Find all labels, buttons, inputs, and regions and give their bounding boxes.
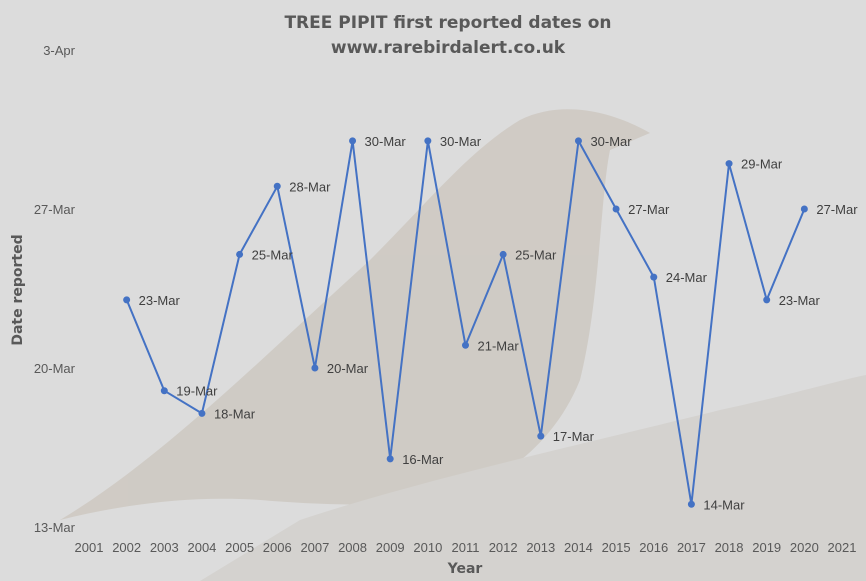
data-label: 25-Mar bbox=[515, 247, 557, 262]
x-tick-label: 2011 bbox=[452, 540, 480, 555]
x-tick-label: 2019 bbox=[752, 540, 781, 555]
x-tick-label: 2006 bbox=[263, 540, 292, 555]
data-label: 30-Mar bbox=[365, 134, 407, 149]
chart-title-line-2: www.rarebirdalert.co.uk bbox=[331, 38, 566, 58]
data-label: 14-Mar bbox=[703, 497, 745, 512]
x-tick-label: 2001 bbox=[75, 540, 104, 555]
data-label: 27-Mar bbox=[816, 202, 858, 217]
data-label: 23-Mar bbox=[139, 293, 181, 308]
y-tick-label: 27-Mar bbox=[34, 202, 76, 217]
x-tick-label: 2007 bbox=[300, 540, 329, 555]
data-label: 27-Mar bbox=[628, 202, 670, 217]
data-point bbox=[160, 387, 168, 395]
x-tick-label: 2014 bbox=[564, 540, 593, 555]
data-label: 20-Mar bbox=[327, 361, 369, 376]
data-label: 19-Mar bbox=[176, 384, 218, 399]
x-tick-label: 2015 bbox=[602, 540, 631, 555]
x-tick-label: 2018 bbox=[715, 540, 744, 555]
data-point bbox=[349, 137, 357, 145]
data-label: 23-Mar bbox=[779, 293, 821, 308]
data-point bbox=[499, 250, 507, 258]
y-tick-label: 20-Mar bbox=[34, 361, 76, 376]
y-axis-ticks: 13-Mar 20-Mar 27-Mar 3-Apr bbox=[34, 43, 76, 535]
x-tick-label: 2017 bbox=[677, 540, 706, 555]
data-label: 30-Mar bbox=[590, 134, 632, 149]
x-axis-ticks: 2001 2002 2003 2004 2005 2006 2007 2008 2009 2010… bbox=[75, 540, 857, 555]
data-point bbox=[763, 296, 771, 304]
x-tick-label: 2005 bbox=[225, 540, 254, 555]
data-label: 18-Mar bbox=[214, 406, 256, 421]
x-tick-label: 2016 bbox=[639, 540, 668, 555]
data-point bbox=[687, 500, 695, 508]
data-label: 21-Mar bbox=[478, 338, 520, 353]
data-point bbox=[650, 273, 658, 281]
data-point bbox=[123, 296, 131, 304]
chart-title-line-1: TREE PIPIT first reported dates on bbox=[284, 13, 611, 33]
data-point bbox=[198, 409, 206, 417]
data-point bbox=[386, 455, 394, 463]
x-tick-label: 2002 bbox=[112, 540, 141, 555]
x-tick-label: 2012 bbox=[489, 540, 518, 555]
y-axis-title: Date reported bbox=[10, 234, 26, 345]
data-point bbox=[574, 137, 582, 145]
data-point bbox=[236, 250, 244, 258]
x-tick-label: 2013 bbox=[526, 540, 555, 555]
x-tick-label: 2020 bbox=[790, 540, 819, 555]
data-point bbox=[424, 137, 432, 145]
data-point bbox=[537, 432, 545, 440]
x-tick-label: 2021 bbox=[828, 540, 857, 555]
data-point bbox=[311, 364, 319, 372]
data-label: 24-Mar bbox=[666, 270, 708, 285]
x-tick-label: 2008 bbox=[338, 540, 367, 555]
x-tick-label: 2010 bbox=[413, 540, 442, 555]
series-layer: 23-Mar 19-Mar 18-Mar 25-Mar 28-Mar 20-Mar 30-M… bbox=[123, 134, 858, 512]
x-tick-label: 2004 bbox=[187, 540, 216, 555]
x-tick-label: 2009 bbox=[376, 540, 405, 555]
y-tick-label: 3-Apr bbox=[43, 43, 75, 58]
data-point bbox=[462, 341, 469, 349]
data-label: 17-Mar bbox=[553, 429, 595, 444]
data-label: 30-Mar bbox=[440, 134, 482, 149]
data-label: 28-Mar bbox=[289, 179, 331, 194]
x-tick-label: 2003 bbox=[150, 540, 179, 555]
data-label: 25-Mar bbox=[252, 247, 294, 262]
x-axis-title: Year bbox=[447, 561, 483, 577]
data-point bbox=[273, 182, 281, 190]
data-point bbox=[800, 205, 808, 213]
data-label: 16-Mar bbox=[402, 452, 444, 467]
data-point bbox=[612, 205, 620, 213]
data-label: 29-Mar bbox=[741, 157, 783, 172]
y-tick-label: 13-Mar bbox=[34, 520, 76, 535]
data-point bbox=[725, 160, 733, 168]
